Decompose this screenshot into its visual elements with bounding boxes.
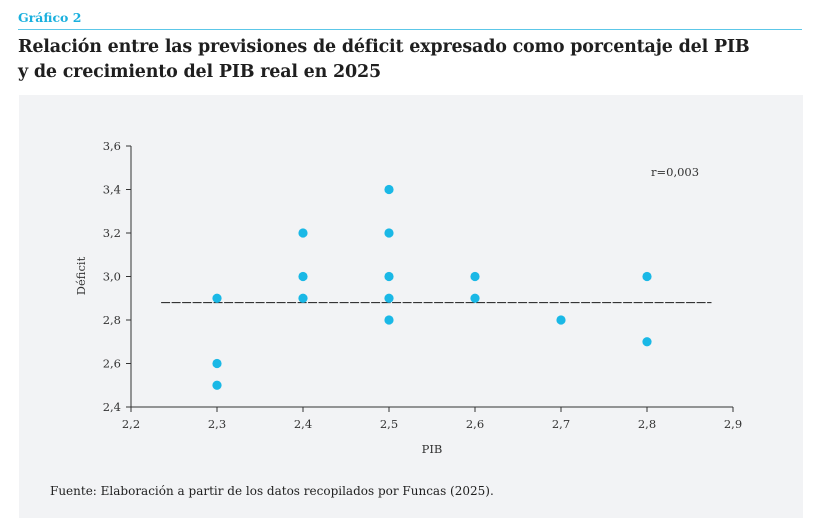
data-point: [212, 380, 222, 390]
y-ticks: 2,4 2,6 2,8 3,0 3,2 3,4 3,6: [103, 139, 131, 414]
chart-panel: [19, 95, 803, 518]
chart-number: Gráfico 2: [18, 10, 82, 25]
chart-title-line-2: y de crecimiento del PIB real en 2025: [18, 62, 381, 82]
data-point: [642, 271, 652, 282]
header-divider: [18, 29, 802, 30]
data-point: [298, 271, 308, 282]
y-tick-label: 3,0: [103, 270, 121, 284]
data-point: [642, 337, 652, 347]
x-tick-label: 2,2: [122, 417, 140, 431]
data-point: [470, 293, 480, 303]
data-point: [212, 358, 222, 369]
x-tick-label: 2,3: [208, 417, 226, 431]
data-point: [212, 293, 222, 303]
y-tick-label: 2,6: [103, 357, 121, 371]
data-point: [384, 315, 394, 325]
x-tick-label: 2,6: [466, 417, 484, 431]
data-point: [384, 293, 394, 303]
y-tick-label: 3,4: [103, 183, 121, 197]
correlation-annotation: r=0,003: [651, 165, 699, 179]
chart-title-line-1: Relación entre las previsiones de défici…: [18, 37, 750, 57]
y-axis-label: Déficit: [74, 256, 88, 295]
chart-title: Relación entre las previsiones de défici…: [18, 35, 808, 85]
x-tick-label: 2,4: [294, 417, 312, 431]
source-note: Fuente: Elaboración a partir de los dato…: [50, 484, 494, 498]
x-axis-label: PIB: [422, 442, 443, 456]
x-tick-label: 2,8: [638, 417, 656, 431]
data-point: [384, 228, 394, 238]
data-point: [384, 184, 394, 195]
data-point: [298, 293, 308, 303]
x-tick-label: 2,5: [380, 417, 398, 431]
y-tick-label: 2,8: [103, 313, 121, 327]
x-tick-label: 2,7: [552, 417, 570, 431]
y-tick-label: 3,2: [103, 226, 121, 240]
y-tick-label: 2,4: [103, 400, 121, 414]
data-point: [298, 228, 308, 238]
data-points: [212, 184, 652, 390]
x-tick-label: 2,9: [724, 417, 742, 431]
x-ticks: 2,2 2,3 2,4 2,5 2,6 2,7 2,8 2,9: [122, 407, 742, 431]
y-tick-label: 3,6: [103, 139, 121, 153]
data-point: [384, 271, 394, 282]
data-point: [470, 271, 480, 282]
data-point: [556, 315, 566, 325]
